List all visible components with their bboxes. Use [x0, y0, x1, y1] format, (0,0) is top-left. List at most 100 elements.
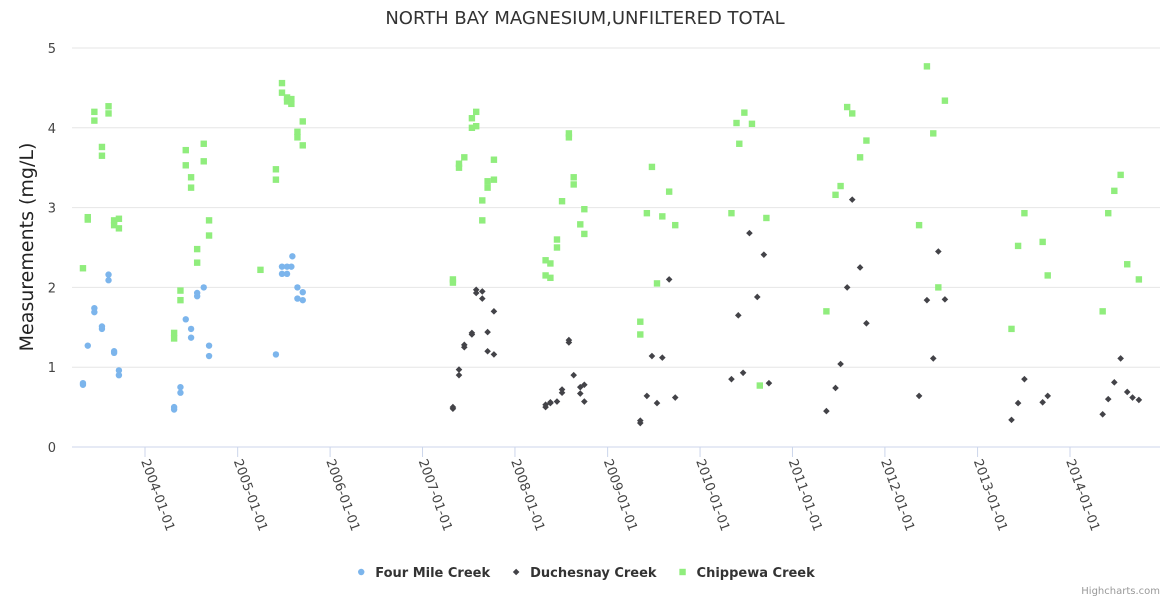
data-point[interactable] [1105, 209, 1112, 217]
data-point[interactable] [177, 389, 184, 396]
data-point[interactable] [187, 334, 195, 341]
data-point[interactable] [1129, 394, 1136, 401]
data-point[interactable] [468, 124, 476, 131]
data-point[interactable] [294, 284, 301, 291]
legend-marker[interactable] [358, 568, 365, 576]
data-point[interactable] [653, 280, 661, 287]
data-point[interactable] [272, 176, 280, 183]
data-point[interactable] [478, 288, 486, 295]
data-point[interactable] [547, 274, 554, 282]
data-point[interactable] [449, 403, 457, 411]
data-point[interactable] [193, 289, 201, 297]
data-point[interactable] [257, 266, 264, 274]
data-point[interactable] [484, 347, 491, 355]
data-point[interactable] [278, 89, 286, 96]
data-point[interactable] [91, 117, 98, 124]
data-point[interactable] [1124, 261, 1131, 268]
data-point[interactable] [1111, 379, 1118, 386]
data-point[interactable] [929, 355, 937, 362]
data-point[interactable] [671, 394, 679, 401]
data-point[interactable] [848, 196, 856, 203]
data-point[interactable] [472, 286, 480, 294]
data-point[interactable] [490, 308, 498, 315]
data-point[interactable] [177, 296, 184, 304]
data-point[interactable] [473, 123, 480, 130]
data-point[interactable] [278, 270, 286, 278]
data-point[interactable] [1123, 388, 1131, 396]
data-point[interactable] [741, 109, 748, 116]
data-point[interactable] [565, 130, 573, 137]
data-point[interactable] [115, 215, 123, 222]
data-point[interactable] [1014, 399, 1022, 407]
data-point[interactable] [205, 342, 213, 349]
data-point[interactable] [849, 110, 856, 117]
legend-label[interactable]: Duchesnay Creek [530, 566, 657, 581]
data-point[interactable] [205, 232, 213, 239]
data-point[interactable] [468, 115, 476, 122]
data-point[interactable] [558, 198, 566, 205]
data-point[interactable] [643, 209, 651, 217]
data-point[interactable] [1008, 416, 1015, 424]
data-point[interactable] [461, 341, 468, 349]
data-point[interactable] [449, 276, 457, 283]
data-point[interactable] [760, 251, 768, 258]
data-point[interactable] [205, 217, 213, 224]
data-point[interactable] [115, 225, 123, 232]
data-point[interactable] [570, 371, 577, 379]
data-point[interactable] [1014, 242, 1022, 250]
data-point[interactable] [461, 154, 468, 161]
data-point[interactable] [468, 329, 476, 337]
data-point[interactable] [110, 348, 118, 355]
data-point[interactable] [170, 403, 178, 411]
data-point[interactable] [923, 63, 931, 70]
data-point[interactable] [84, 213, 91, 221]
data-point[interactable] [935, 248, 942, 255]
data-point[interactable] [1039, 238, 1046, 246]
data-point[interactable] [665, 276, 673, 283]
data-point[interactable] [553, 244, 561, 251]
data-point[interactable] [665, 188, 673, 195]
data-point[interactable] [187, 325, 195, 333]
data-point[interactable] [272, 166, 280, 173]
data-point[interactable] [288, 95, 295, 103]
data-point[interactable] [915, 221, 923, 229]
data-point[interactable] [200, 284, 207, 291]
data-point[interactable] [832, 384, 839, 392]
data-point[interactable] [636, 417, 644, 424]
data-point[interactable] [283, 270, 291, 278]
data-point[interactable] [182, 146, 189, 154]
data-point[interactable] [91, 304, 98, 312]
data-point[interactable] [105, 110, 112, 117]
data-point[interactable] [542, 257, 549, 264]
data-point[interactable] [1008, 325, 1015, 333]
data-point[interactable] [490, 351, 498, 358]
data-point[interactable] [765, 379, 773, 387]
data-point[interactable] [187, 184, 195, 191]
data-point[interactable] [728, 209, 735, 217]
data-point[interactable] [200, 158, 207, 165]
data-point[interactable] [79, 379, 87, 387]
data-point[interactable] [478, 295, 486, 302]
data-point[interactable] [648, 163, 656, 171]
data-point[interactable] [1099, 410, 1106, 418]
legend-item[interactable]: Four Mile Creek [358, 566, 490, 581]
data-point[interactable] [193, 259, 201, 266]
data-point[interactable] [473, 108, 480, 116]
data-point[interactable] [553, 398, 561, 405]
data-point[interactable] [278, 263, 286, 270]
data-point[interactable] [299, 142, 306, 149]
data-point[interactable] [1117, 171, 1124, 179]
data-point[interactable] [672, 221, 679, 229]
data-point[interactable] [299, 288, 306, 296]
data-point[interactable] [763, 214, 770, 222]
data-point[interactable] [187, 174, 195, 181]
data-point[interactable] [193, 245, 201, 253]
data-point[interactable] [746, 229, 753, 237]
data-point[interactable] [105, 103, 112, 110]
data-point[interactable] [832, 191, 839, 199]
data-point[interactable] [547, 260, 554, 267]
data-point[interactable] [1044, 392, 1052, 400]
data-point[interactable] [177, 287, 184, 294]
data-point[interactable] [490, 176, 498, 183]
data-point[interactable] [736, 140, 743, 147]
